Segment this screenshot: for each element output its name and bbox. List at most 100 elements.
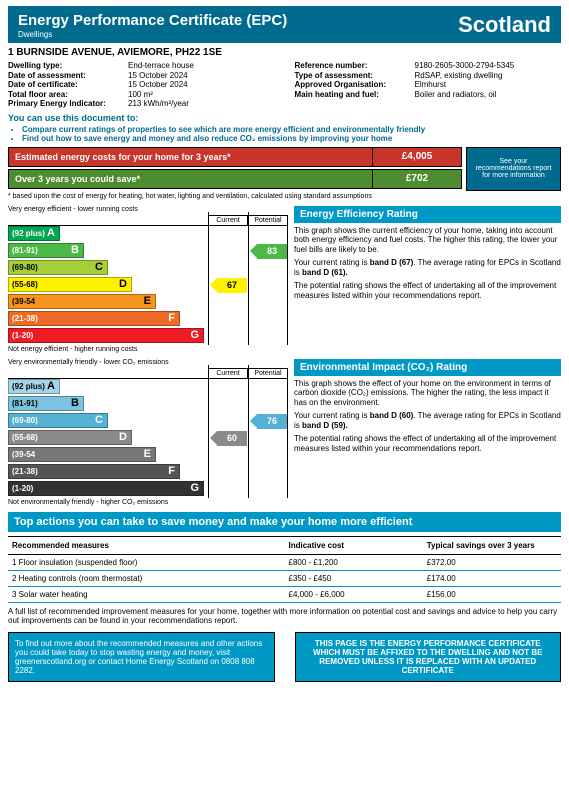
- details-label: Date of certificate:: [8, 80, 128, 89]
- band-letter: E: [144, 295, 151, 307]
- band-letter: B: [71, 244, 79, 256]
- col-potential2: Potential: [248, 368, 288, 378]
- details-row: Reference number:9180-2605-3000-2794-534…: [295, 61, 562, 70]
- env-p3: The potential rating shows the effect of…: [294, 434, 561, 453]
- details-value: Boiler and radiators, oil: [415, 90, 562, 99]
- env-chart: (92 plus)A(81-91)B(69-80)C(55-68)D(39-54…: [8, 378, 288, 498]
- details-label: Dwelling type:: [8, 61, 128, 70]
- details-value: End-terrace house: [128, 61, 275, 70]
- eff-p3: The potential rating shows the effect of…: [294, 281, 561, 300]
- band-letter: C: [95, 414, 103, 426]
- details-label: Approved Organisation:: [295, 80, 415, 89]
- header: Energy Performance Certificate (EPC) Dwe…: [8, 6, 561, 43]
- table-header: Typical savings over 3 years: [423, 536, 561, 554]
- rating-band-D: (55-68)D: [8, 277, 132, 292]
- details-label: Type of assessment:: [295, 71, 415, 80]
- env-p1: This graph shows the effect of your home…: [294, 379, 561, 408]
- table-header: Recommended measures: [8, 536, 285, 554]
- bullet-item: Compare current ratings of properties to…: [22, 125, 561, 134]
- band-letter: B: [71, 397, 79, 409]
- doc-subtitle: Dwellings: [18, 30, 287, 39]
- details-value: 100 m²: [128, 90, 275, 99]
- rating-band-G: (1-20)G: [8, 328, 204, 343]
- eff-chart: (92 plus)A(81-91)B(69-80)C(55-68)D(39-54…: [8, 225, 288, 345]
- details-value: 9180-2605-3000-2794-5345: [415, 61, 562, 70]
- env-chart-title: Very environmentally friendly - lower CO…: [8, 359, 288, 366]
- table-row: 2 Heating controls (room thermostat)£350…: [8, 570, 561, 586]
- est-cost-label: Estimated energy costs for your home for…: [8, 147, 372, 167]
- col-current2: Current: [208, 368, 248, 378]
- details-left: Dwelling type:End-terrace houseDate of a…: [8, 61, 275, 109]
- band-letter: G: [190, 329, 199, 341]
- details-value: 15 October 2024: [128, 71, 275, 80]
- topactions-title: Top actions you can take to save money a…: [8, 512, 561, 532]
- rating-band-D: (55-68)D: [8, 430, 132, 445]
- rating-band-F: (21-38)F: [8, 464, 180, 479]
- est-cost-value: £4,005: [372, 147, 462, 167]
- rating-band-C: (69-80)C: [8, 260, 108, 275]
- details-row: Dwelling type:End-terrace house: [8, 61, 275, 70]
- details-row: Type of assessment:RdSAP, existing dwell…: [295, 71, 562, 80]
- band-letter: D: [119, 278, 127, 290]
- band-letter: F: [168, 312, 175, 324]
- usethis-title: You can use this document to:: [8, 113, 561, 123]
- rating-band-A: (92 plus)A: [8, 226, 60, 241]
- region: Scotland: [458, 12, 551, 38]
- eff-chart-footer: Not energy efficient - higher running co…: [8, 346, 288, 353]
- bullets: Compare current ratings of properties to…: [8, 125, 561, 143]
- bottom-left-box: To find out more about the recommended m…: [8, 632, 275, 682]
- details-value: 213 kWh/m²/year: [128, 99, 275, 108]
- env-chart-footer: Not environmentally friendly - higher CO…: [8, 499, 288, 506]
- table-cell: £350 - £450: [285, 570, 423, 586]
- table-cell: 2 Heating controls (room thermostat): [8, 570, 285, 586]
- details-value: Elmhurst: [415, 80, 562, 89]
- details-label: Total floor area:: [8, 90, 128, 99]
- band-letter: A: [47, 227, 55, 239]
- band-letter: E: [144, 448, 151, 460]
- current-arrow: 60: [210, 431, 247, 446]
- eff-p1: This graph shows the current efficiency …: [294, 226, 561, 255]
- eff-chart-title: Very energy efficient - lower running co…: [8, 206, 288, 213]
- env-section-title: Environmental Impact (CO₂) Rating: [294, 359, 561, 376]
- footnote: * based upon the cost of energy for heat…: [8, 193, 561, 200]
- table-cell: £174.00: [423, 570, 561, 586]
- rating-band-F: (21-38)F: [8, 311, 180, 326]
- details-row: Date of certificate:15 October 2024: [8, 80, 275, 89]
- table-cell: 3 Solar water heating: [8, 586, 285, 602]
- col-current: Current: [208, 215, 248, 225]
- rating-band-B: (81-91)B: [8, 396, 84, 411]
- see-rec: See your recommendations report for more…: [466, 147, 561, 191]
- potential-arrow: 83: [250, 244, 287, 259]
- band-letter: F: [168, 465, 175, 477]
- band-letter: A: [47, 380, 55, 392]
- table-cell: £156.00: [423, 586, 561, 602]
- details-label: Date of assessment:: [8, 71, 128, 80]
- table-header: Indicative cost: [285, 536, 423, 554]
- bullet-item: Find out how to save energy and money an…: [22, 134, 561, 143]
- rating-band-G: (1-20)G: [8, 481, 204, 496]
- col-potential: Potential: [248, 215, 288, 225]
- save-label: Over 3 years you could save*: [8, 169, 372, 189]
- rating-band-E: (39-54E: [8, 447, 156, 462]
- rating-band-C: (69-80)C: [8, 413, 108, 428]
- details-right: Reference number:9180-2605-3000-2794-534…: [295, 61, 562, 109]
- details-row: Main heating and fuel:Boiler and radiato…: [295, 90, 562, 99]
- details-label: Primary Energy Indicator:: [8, 99, 128, 108]
- details-value: RdSAP, existing dwelling: [415, 71, 562, 80]
- rating-band-E: (39-54E: [8, 294, 156, 309]
- potential-arrow: 76: [250, 414, 287, 429]
- fulllist: A full list of recommended improvement m…: [8, 607, 561, 626]
- table-cell: £4,000 - £6,000: [285, 586, 423, 602]
- details-label: Reference number:: [295, 61, 415, 70]
- band-letter: C: [95, 261, 103, 273]
- table-cell: £800 - £1,200: [285, 554, 423, 570]
- band-letter: D: [119, 431, 127, 443]
- details-row: Approved Organisation:Elmhurst: [295, 80, 562, 89]
- bottom-right-box: THIS PAGE IS THE ENERGY PERFORMANCE CERT…: [295, 632, 562, 682]
- eff-section-title: Energy Efficiency Rating: [294, 206, 561, 223]
- cost-box: Estimated energy costs for your home for…: [8, 147, 561, 191]
- address: 1 BURNSIDE AVENUE, AVIEMORE, PH22 1SE: [8, 47, 561, 58]
- table-cell: £372.00: [423, 554, 561, 570]
- table-row: 1 Floor insulation (suspended floor)£800…: [8, 554, 561, 570]
- save-value: £702: [372, 169, 462, 189]
